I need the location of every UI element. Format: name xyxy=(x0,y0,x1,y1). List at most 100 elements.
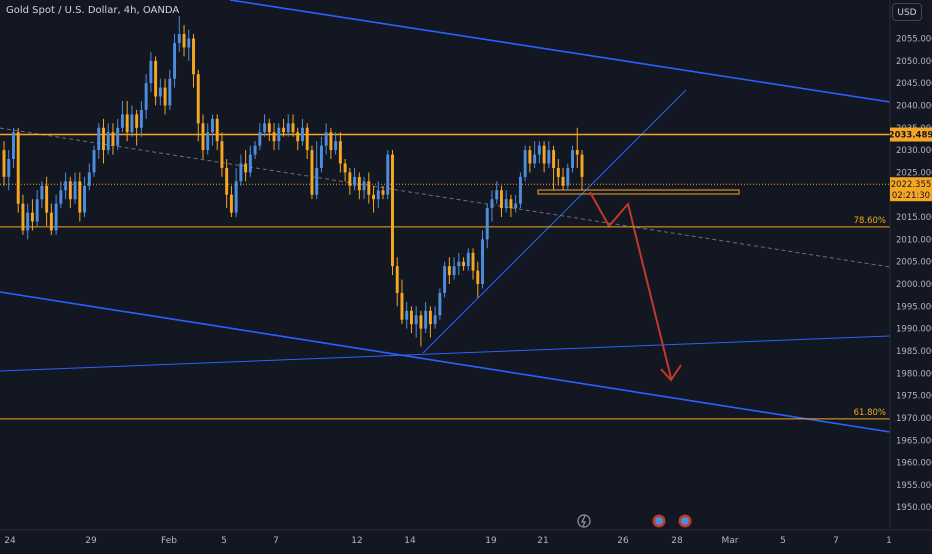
price-tick-label: 2000.000 xyxy=(896,280,932,290)
time-axis[interactable]: 24 29 Feb 5 7 12 14 19 21 26 28 Mar 5 7 1 xyxy=(0,529,932,546)
dashed-trend-line[interactable] xyxy=(0,127,891,268)
candle-body xyxy=(210,118,214,133)
candle-body xyxy=(386,154,390,195)
candle-body xyxy=(457,261,461,267)
flat-support-line[interactable] xyxy=(0,335,891,372)
level-price-tag xyxy=(890,127,932,142)
candle xyxy=(220,132,224,177)
candle xyxy=(376,181,380,209)
candle-body xyxy=(518,176,522,204)
lower-channel-line[interactable] xyxy=(0,291,891,433)
candle-body xyxy=(220,141,224,168)
time-tick-label: 21 xyxy=(537,536,548,546)
candle xyxy=(97,123,101,160)
candle xyxy=(130,105,134,137)
candle-body xyxy=(187,38,191,48)
candle-body xyxy=(514,203,518,209)
rising-support-line[interactable] xyxy=(422,89,687,354)
candle xyxy=(187,29,191,61)
candle-body xyxy=(158,87,162,97)
news-icon[interactable] xyxy=(652,514,666,528)
fib-618-label: 61.80% xyxy=(854,408,886,418)
candle xyxy=(391,150,394,276)
candle xyxy=(305,123,309,160)
candle-body xyxy=(305,127,309,151)
candle-body xyxy=(125,114,129,133)
candle-body xyxy=(414,315,418,325)
candle-body xyxy=(215,118,219,142)
lightning-icon[interactable] xyxy=(577,514,591,528)
candle-body xyxy=(206,132,210,151)
news-icon[interactable] xyxy=(678,514,692,528)
candle xyxy=(54,194,58,235)
candle-body xyxy=(428,310,432,325)
candle xyxy=(457,252,461,276)
candle xyxy=(571,145,574,173)
candle-body xyxy=(447,266,451,276)
time-tick-label: 28 xyxy=(671,536,683,546)
candle xyxy=(92,145,96,177)
candle xyxy=(372,185,376,213)
candle-body xyxy=(537,145,541,155)
candle-body xyxy=(367,181,371,195)
candle xyxy=(64,172,68,200)
price-tick-label: 2015.000 xyxy=(896,213,932,223)
candle-body xyxy=(372,194,376,200)
candle xyxy=(45,176,49,226)
candle-body xyxy=(329,132,333,151)
candle-body xyxy=(263,123,267,133)
candle-body xyxy=(381,190,385,195)
candle xyxy=(229,185,233,218)
candle-body xyxy=(552,150,556,168)
event-icons[interactable] xyxy=(577,514,692,528)
candle-body xyxy=(225,167,229,195)
candle xyxy=(12,127,15,168)
currency-button[interactable]: USD xyxy=(892,3,922,21)
candle xyxy=(476,261,480,298)
candle-body xyxy=(244,163,248,173)
upper-channel-line[interactable] xyxy=(229,0,891,103)
candle-body xyxy=(495,190,499,200)
candle xyxy=(2,141,6,186)
price-axis[interactable]: 2055.0002050.0002045.0002040.0002035.000… xyxy=(889,0,932,530)
candle-body xyxy=(277,127,281,142)
candle-body xyxy=(561,176,565,186)
candle xyxy=(291,114,295,137)
candle xyxy=(116,118,120,151)
candle xyxy=(149,51,153,93)
candle xyxy=(433,306,437,329)
candle-body xyxy=(376,190,380,200)
candle xyxy=(125,100,129,142)
candle-body xyxy=(405,310,409,320)
price-tick-label: 1970.000 xyxy=(896,414,932,424)
price-tick-label: 2005.000 xyxy=(896,258,932,268)
candle-body xyxy=(509,199,513,209)
candle xyxy=(367,172,371,204)
candle-body xyxy=(490,199,494,209)
candle xyxy=(296,127,300,151)
candle-body xyxy=(267,123,271,133)
price-tick-label: 1995.000 xyxy=(896,302,932,312)
candle xyxy=(168,69,172,110)
candle xyxy=(523,145,527,182)
candle xyxy=(40,181,44,209)
candle xyxy=(353,167,357,191)
candle xyxy=(248,145,252,177)
candle xyxy=(301,118,304,146)
candle xyxy=(542,141,546,173)
candle xyxy=(357,172,361,200)
candle xyxy=(348,167,352,195)
target-zone-box[interactable] xyxy=(537,189,740,195)
candle xyxy=(452,257,456,280)
candle-body xyxy=(78,181,82,213)
candle xyxy=(509,194,513,218)
candle xyxy=(35,190,39,226)
candle-body xyxy=(310,150,314,195)
candle-body xyxy=(102,127,105,151)
projection-arrow[interactable] xyxy=(589,191,672,379)
last-price-tag xyxy=(890,177,932,202)
candle xyxy=(239,154,243,186)
candle xyxy=(234,167,238,218)
